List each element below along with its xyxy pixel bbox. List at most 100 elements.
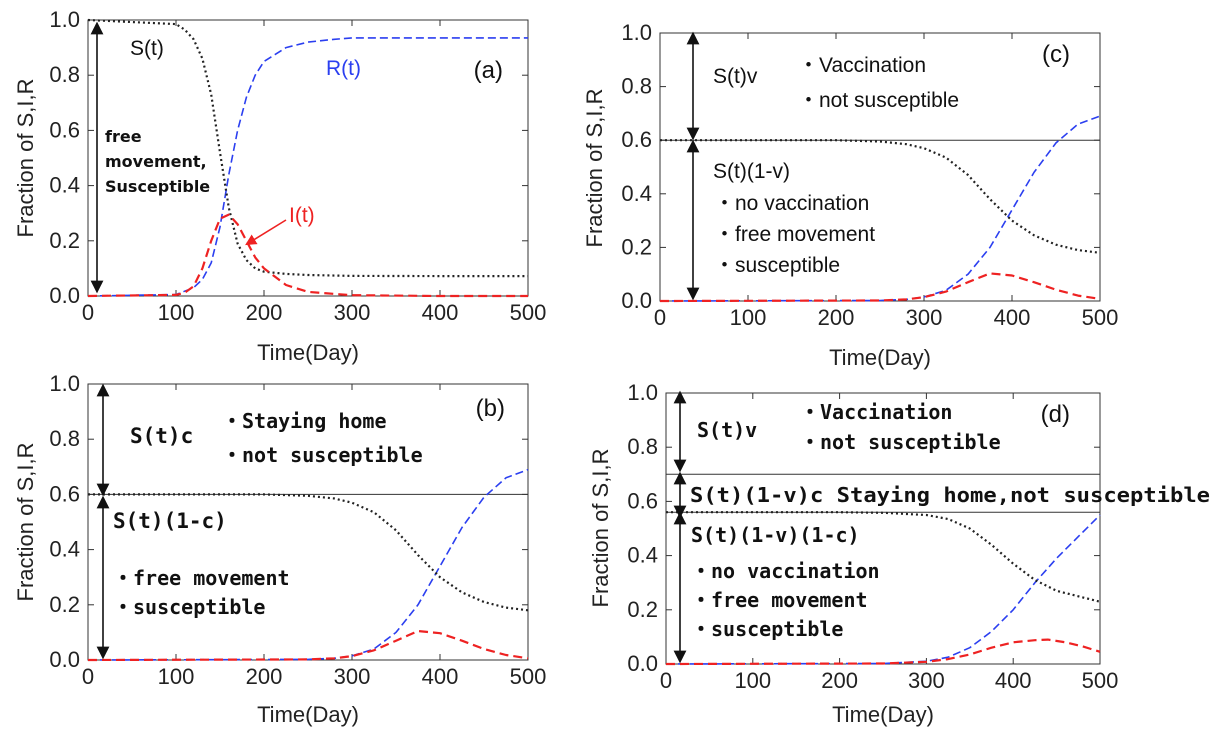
x-tick-label: 400 [422,664,459,689]
x-tick-label: 300 [334,664,371,689]
y-tick-label: 0.0 [49,283,80,308]
y-tick-labels: 0.0 0.2 0.4 0.6 0.8 1.0 [49,7,80,308]
series-i-line [87,629,529,662]
panel-letter: (c) [1042,41,1070,68]
panel-letter: (a) [474,57,503,84]
y-tick-label: 0.0 [621,288,652,313]
upper-label: S(t)v [713,65,758,88]
upper-bullet-1: ・Vaccination [800,400,952,424]
x-tick-labels: 0 100 200 300 400 500 [654,305,1118,330]
y-tick-label: 0.8 [621,74,652,99]
y-axis-label: Fraction of S,I,R [13,79,38,238]
series-r-line [87,468,529,661]
y-tick-label: 0.2 [49,228,80,253]
x-tick-label: 300 [334,300,371,325]
series-layer [87,468,529,662]
box-text-line-1: free [105,127,142,146]
x-tick-label: 300 [908,668,945,693]
y-axis-label: Fraction of S,I,R [13,443,38,602]
x-tick-label: 100 [730,305,767,330]
y-tick-label: 0.8 [627,434,658,459]
panel-letter: (b) [476,395,505,422]
box-text-line-2: movement, [105,152,207,171]
series-i-line [659,272,1101,303]
x-axis-label: Time(Day) [257,702,359,727]
s-curve-label: S(t) [130,37,164,60]
x-tick-label: 0 [654,305,666,330]
x-tick-labels: 0 100 200 300 400 500 [82,300,546,325]
x-tick-label: 400 [994,305,1031,330]
lower-bullet-1: ・free movement [113,566,290,590]
lower-label: S(t)(1-v) [713,160,790,183]
lower-bullet-3: ・susceptible [714,254,840,277]
series-layer [659,115,1101,303]
y-tick-label: 1.0 [49,371,80,396]
upper-label: S(t)v [697,418,757,442]
x-tick-label: 100 [734,668,771,693]
x-axis-label: Time(Day) [829,345,931,370]
x-axis-label: Time(Day) [832,702,934,727]
y-tick-label: 1.0 [49,7,80,32]
y-tick-label: 0.8 [49,426,80,451]
x-tick-labels: 0 100 200 300 400 500 [82,664,546,689]
y-tick-label: 0.6 [621,127,652,152]
x-tick-label: 200 [818,305,855,330]
upper-bullet-2: ・not susceptible [800,430,1001,454]
panel-a: 0.0 0.2 0.4 0.6 0.8 1.0 0 100 200 300 400 500 Frac… [13,7,546,365]
y-tick-labels: 0.0 0.2 0.4 0.6 0.8 1.0 [621,20,652,313]
series-layer [87,18,528,298]
x-tick-label: 500 [1082,668,1119,693]
upper-bullet-2: ・not susceptible [222,443,423,467]
x-tick-label: 400 [995,668,1032,693]
upper-label: S(t)c [130,424,193,448]
r-curve-label: R(t) [326,57,361,80]
y-tick-label: 0.4 [627,543,658,568]
x-tick-label: 200 [246,300,283,325]
y-tick-label: 1.0 [621,20,652,45]
x-tick-label: 0 [82,300,94,325]
i-curve-label: I(t) [289,204,315,227]
box-text-line-3: Susceptible [105,177,210,196]
y-tick-label: 0.4 [49,173,80,198]
x-tick-labels: 0 100 200 300 400 500 [660,668,1118,693]
plot-frame [87,19,529,297]
series-i-line [665,638,1101,666]
y-tick-label: 1.0 [627,380,658,405]
lower-bullet-2: ・susceptible [113,595,265,619]
middle-label: S(t)(1-v)c Staying home,not susceptible [690,483,1210,507]
upper-bullet-1: ・Staying home [222,409,387,433]
x-tick-label: 0 [82,664,94,689]
y-tick-label: 0.4 [621,181,652,206]
lower-bullet-2: ・free movement [714,223,875,246]
x-tick-label: 400 [422,300,459,325]
i-pointer-arrow [245,219,287,246]
x-tick-label: 100 [158,300,195,325]
x-tick-label: 100 [158,664,195,689]
x-axis-label: Time(Day) [257,340,359,365]
lower-bullet-1: ・no vaccination [714,192,869,215]
x-tick-label: 0 [660,668,672,693]
lower-bullet-1: ・no vaccination [691,559,880,583]
panel-c: 0.0 0.2 0.4 0.6 0.8 1.0 0 100 200 300 400 500 Frac… [582,20,1118,370]
lower-bullet-2: ・free movement [691,588,868,612]
y-tick-label: 0.0 [49,647,80,672]
y-tick-label: 0.6 [49,117,80,142]
y-axis-label: Fraction of S,I,R [582,89,607,248]
series-s-line [87,18,528,278]
y-tick-label: 0.0 [627,651,658,676]
series-s-line [660,139,1101,254]
panel-letter: (d) [1041,401,1070,428]
lower-bullet-3: ・susceptible [691,617,843,641]
y-tick-label: 0.6 [627,488,658,513]
panel-d: 0.0 0.2 0.4 0.6 0.8 1.0 0 100 200 300 400 500 Frac… [588,380,1210,727]
x-tick-label: 300 [906,305,943,330]
series-s-line [88,493,529,612]
x-tick-label: 200 [821,668,858,693]
lower-label: S(t)(1-v)(1-c) [691,523,860,547]
x-tick-label: 500 [1082,305,1119,330]
upper-bullet-2: ・not susceptible [798,89,959,112]
x-tick-label: 500 [510,300,547,325]
axis-ticks [665,392,1101,665]
y-tick-label: 0.2 [627,597,658,622]
